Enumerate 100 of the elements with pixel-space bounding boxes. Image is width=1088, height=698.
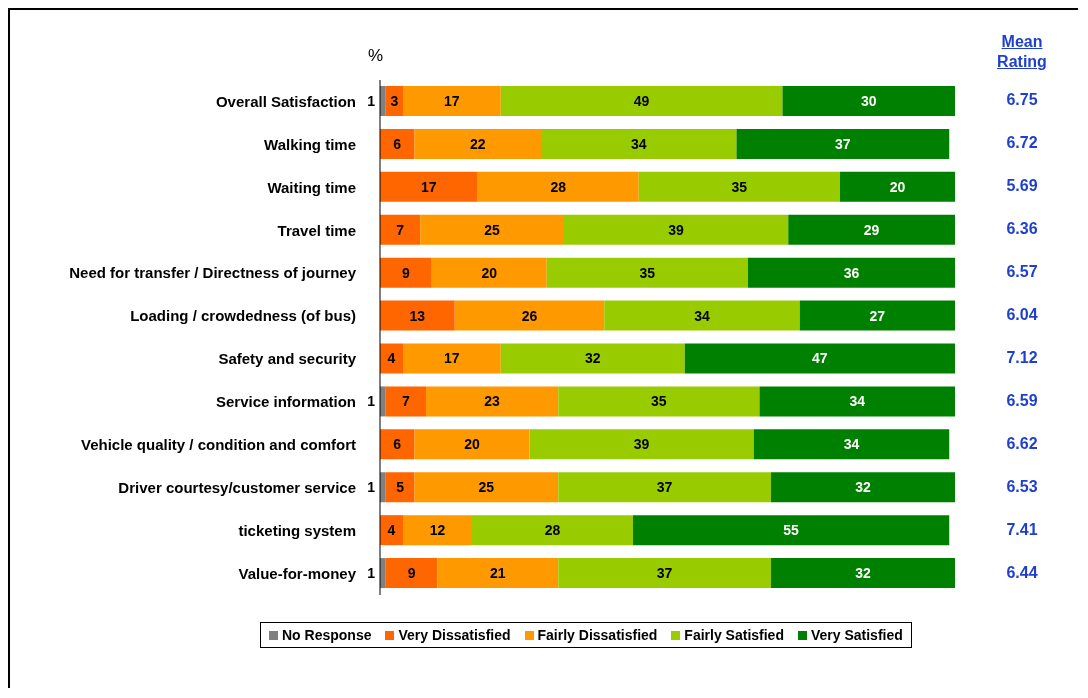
y-tick-label: Travel time — [277, 221, 356, 239]
text: 6.62 — [1005, 434, 1039, 453]
data-label: 9 — [401, 264, 410, 281]
y-tick-label: Vehicle quality / condition and comfort — [80, 436, 356, 454]
y-tick-label: Overall Satisfaction — [215, 92, 356, 110]
bar — [420, 214, 564, 245]
text: 6.57 — [1005, 263, 1039, 282]
data-label: 22 — [469, 135, 486, 152]
data-label: 1 — [367, 479, 376, 496]
data-label: 49 — [633, 92, 650, 109]
y-tick-label: Waiting time — [267, 178, 356, 196]
data-label: 6 — [393, 436, 402, 453]
text: 6.36 — [1005, 220, 1039, 239]
data-label: 36 — [843, 264, 860, 281]
data-label: 32 — [855, 479, 871, 496]
data-label: 39 — [633, 436, 650, 453]
data-label: 17 — [444, 92, 460, 109]
bar — [380, 257, 432, 288]
bar — [380, 300, 455, 331]
y-tick-label: ticketing system — [238, 521, 356, 539]
data-label: 17 — [421, 178, 437, 195]
data-label: 21 — [490, 565, 506, 582]
text: 6.04 — [1005, 306, 1039, 325]
y-tick-label: Need for transfer / Directness of journey — [69, 264, 357, 282]
data-label: 25 — [478, 479, 495, 496]
bar — [426, 386, 559, 417]
text: 7.41 — [1005, 520, 1039, 539]
data-label: 32 — [584, 350, 601, 367]
legend-label: No Response — [282, 627, 372, 643]
bar — [380, 429, 415, 460]
data-label: 23 — [484, 393, 501, 410]
bar — [385, 386, 426, 417]
data-label: 28 — [544, 522, 561, 539]
data-label: 5 — [396, 479, 405, 496]
bar — [748, 257, 955, 288]
data-label: 25 — [484, 221, 501, 238]
bar — [564, 214, 789, 245]
text: 6.44 — [1005, 563, 1039, 582]
bar — [380, 171, 478, 202]
data-label: 1 — [367, 92, 376, 109]
bar — [380, 214, 421, 245]
legend-label: Very Dissatisfied — [398, 627, 511, 643]
bar — [403, 343, 501, 374]
y-tick-label: Safety and security — [218, 350, 357, 368]
bar — [414, 128, 541, 159]
data-label: 30 — [860, 92, 877, 109]
bar — [403, 86, 501, 116]
legend-label: Very Satisfied — [810, 627, 903, 643]
data-label: 35 — [639, 264, 656, 281]
bar — [385, 558, 438, 589]
data-label: 28 — [550, 178, 567, 195]
bar — [431, 257, 547, 288]
bar — [638, 171, 840, 202]
text: Mean Rating — [996, 32, 1048, 72]
bar — [541, 128, 737, 159]
data-label: 34 — [843, 436, 860, 453]
bar — [604, 300, 800, 331]
text: 7.12 — [1005, 348, 1039, 367]
bar — [736, 128, 950, 159]
data-label: 35 — [731, 178, 748, 195]
y-tick-label: Walking time — [264, 135, 356, 153]
bar — [558, 472, 771, 503]
y-tick-label: Loading / crowdedness (of bus) — [130, 307, 356, 325]
text: 6.59 — [1005, 391, 1039, 410]
legend-label: Fairly Satisfied — [684, 627, 784, 643]
bar — [558, 558, 771, 589]
data-label: 6 — [393, 135, 402, 152]
bar — [385, 472, 415, 503]
data-label: 34 — [849, 393, 866, 410]
data-label: 39 — [668, 221, 685, 238]
bar — [529, 429, 754, 460]
data-label: 1 — [367, 393, 376, 410]
bar — [500, 343, 685, 374]
bar — [759, 386, 955, 417]
data-label: 20 — [464, 436, 480, 453]
data-label: 17 — [444, 350, 460, 367]
text: 6.53 — [1005, 477, 1039, 496]
bar — [799, 300, 955, 331]
bar — [472, 515, 633, 546]
data-label: 12 — [429, 522, 446, 539]
bar — [788, 214, 955, 245]
legend-label: Fairly Dissatisfied — [537, 627, 658, 643]
data-label: 7 — [396, 221, 405, 238]
bar — [771, 558, 955, 589]
bar — [684, 343, 955, 374]
data-label: 7 — [401, 393, 410, 410]
data-label: 9 — [407, 565, 416, 582]
data-label: 37 — [656, 479, 673, 496]
y-tick-label: Driver courtesy/customer service — [118, 479, 356, 497]
bar — [753, 429, 950, 460]
data-label: 47 — [812, 350, 828, 367]
bar — [414, 472, 559, 503]
bar — [546, 257, 748, 288]
x-axis-title: % — [368, 46, 384, 66]
data-label: 20 — [889, 178, 906, 195]
text: 6.72 — [1005, 134, 1039, 153]
data-label: 34 — [630, 135, 647, 152]
data-label: 20 — [481, 264, 498, 281]
bar — [403, 515, 472, 546]
data-label: 26 — [521, 307, 538, 324]
